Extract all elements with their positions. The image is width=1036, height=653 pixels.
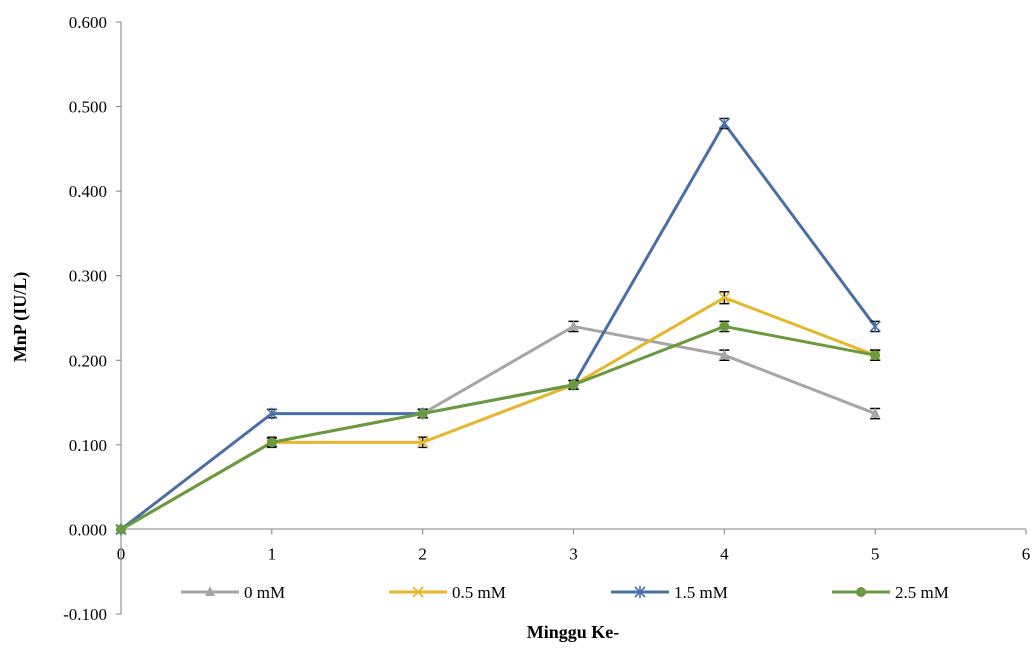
y-tick-label: -0.100 [63, 605, 107, 624]
y-tick-label: 0.400 [69, 182, 107, 201]
point-marker [869, 320, 881, 333]
series-0-5-mm [115, 291, 881, 536]
legend: 0 mM 0.5 mM 1.5 mM 2.5 mM [181, 583, 949, 602]
y-tick-label: 0.600 [69, 13, 107, 32]
series [115, 117, 881, 536]
point-marker [870, 350, 881, 361]
point-marker [266, 437, 277, 448]
x-tick-label: 6 [1022, 544, 1031, 563]
y-tick-label: 0.200 [69, 351, 107, 370]
ticks: -0.100 0.000 0.100 0.200 0.300 0.400 0.500 0.60… [63, 13, 1030, 624]
point-marker [417, 408, 428, 419]
point-marker [116, 524, 126, 535]
point-marker [568, 320, 579, 331]
y-tick-label: 0.000 [69, 520, 107, 539]
point-marker [856, 587, 866, 597]
x-tick-label: 0 [117, 544, 126, 563]
y-tick-label: 0.100 [69, 436, 107, 455]
point-marker [719, 321, 730, 332]
legend-item: 2.5 mM [832, 583, 949, 602]
legend-label: 1.5 mM [674, 583, 728, 602]
point-marker [718, 292, 730, 304]
y-axis-title: MnP (IU/L) [10, 272, 31, 363]
x-axis-title: Minggu Ke- [527, 622, 620, 642]
point-marker [568, 379, 579, 390]
x-tick-label: 5 [871, 544, 880, 563]
point-marker [719, 349, 730, 360]
axes [120, 22, 1026, 614]
x-tick-label: 4 [720, 544, 729, 563]
legend-item: 0 mM [181, 583, 285, 602]
x-tick-label: 1 [268, 544, 277, 563]
y-tick-label: 0.500 [69, 98, 107, 117]
legend-label: 0 mM [244, 583, 285, 602]
series-0-mm [116, 320, 881, 534]
point-marker [718, 117, 730, 130]
legend-item: 1.5 mM [611, 583, 728, 602]
x-tick-label: 2 [418, 544, 427, 563]
x-tick-label: 3 [569, 544, 578, 563]
point-marker [205, 586, 215, 596]
legend-label: 0.5 mM [452, 583, 506, 602]
series-1-5-mm [115, 117, 881, 536]
y-tick-label: 0.300 [69, 267, 107, 286]
point-marker [417, 436, 429, 448]
point-marker [634, 586, 646, 598]
legend-label: 2.5 mM [895, 583, 949, 602]
point-marker [266, 407, 278, 420]
point-marker [870, 407, 881, 418]
series-line [120, 324, 876, 531]
legend-item: 0.5 mM [389, 583, 506, 602]
point-marker [412, 586, 424, 598]
series-line [120, 121, 877, 531]
series-2-5-mm [116, 320, 881, 535]
series-line [120, 324, 876, 531]
